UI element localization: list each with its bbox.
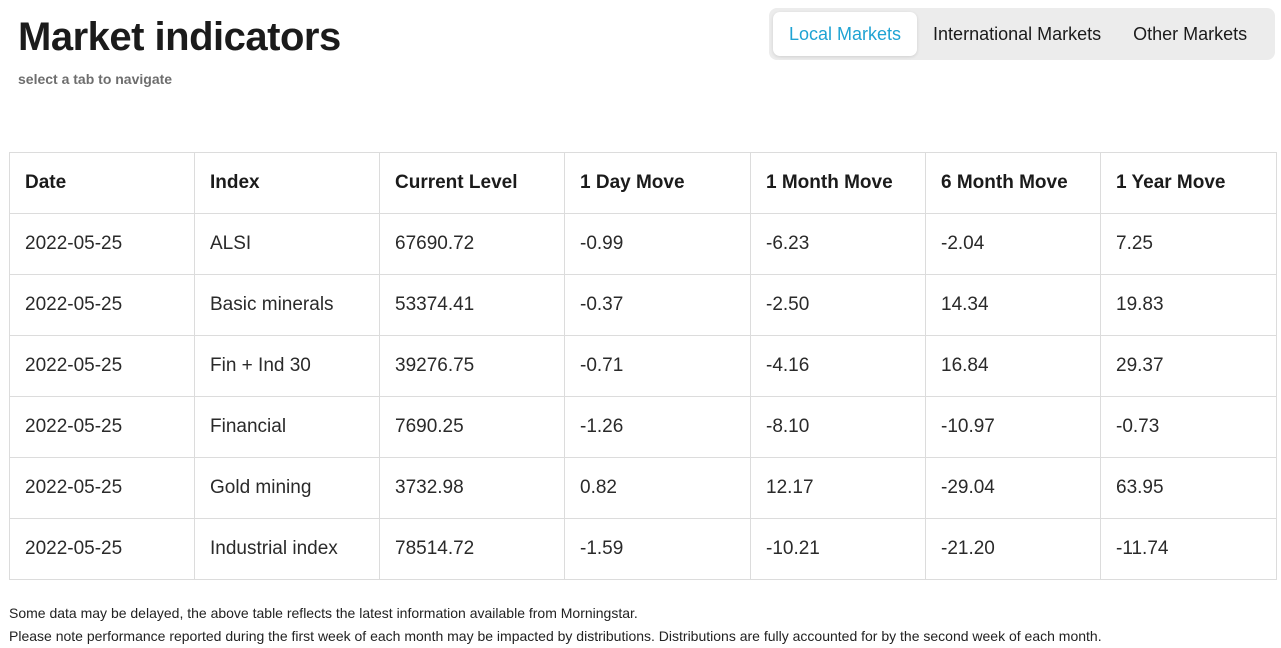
table-row: 2022-05-25 Fin + Ind 30 39276.75 -0.71 -… bbox=[9, 335, 1277, 397]
cell-index: Industrial index bbox=[194, 518, 380, 580]
cell-1-year-move: 63.95 bbox=[1100, 457, 1277, 519]
delay-disclaimer: Some data may be delayed, the above tabl… bbox=[9, 605, 638, 621]
table-row: 2022-05-25 Gold mining 3732.98 0.82 12.1… bbox=[9, 457, 1277, 519]
market-indicators-table: Date Index Current Level 1 Day Move 1 Mo… bbox=[9, 152, 1277, 580]
cell-1-month-move: -6.23 bbox=[750, 213, 926, 275]
cell-1-year-move: -0.73 bbox=[1100, 396, 1277, 458]
cell-1-year-move: -11.74 bbox=[1100, 518, 1277, 580]
table-row: 2022-05-25 Industrial index 78514.72 -1.… bbox=[9, 518, 1277, 580]
cell-index: Gold mining bbox=[194, 457, 380, 519]
distribution-disclaimer: Please note performance reported during … bbox=[9, 628, 1102, 644]
market-tabs: Local Markets International Markets Othe… bbox=[769, 8, 1275, 60]
cell-current-level: 78514.72 bbox=[379, 518, 565, 580]
tab-other-markets[interactable]: Other Markets bbox=[1133, 24, 1248, 44]
cell-current-level: 67690.72 bbox=[379, 213, 565, 275]
cell-index: Financial bbox=[194, 396, 380, 458]
cell-date: 2022-05-25 bbox=[9, 518, 195, 580]
column-header-current-level: Current Level bbox=[379, 152, 565, 214]
page-subtitle: select a tab to navigate bbox=[18, 71, 173, 87]
cell-date: 2022-05-25 bbox=[9, 274, 195, 336]
column-header-1-year-move: 1 Year Move bbox=[1100, 152, 1277, 214]
cell-6-month-move: -2.04 bbox=[925, 213, 1101, 275]
cell-1-day-move: -1.26 bbox=[564, 396, 751, 458]
table-header-row: Date Index Current Level 1 Day Move 1 Mo… bbox=[9, 152, 1277, 214]
cell-1-year-move: 19.83 bbox=[1100, 274, 1277, 336]
table-row: 2022-05-25 Basic minerals 53374.41 -0.37… bbox=[9, 274, 1277, 336]
cell-1-day-move: 0.82 bbox=[564, 457, 751, 519]
cell-1-month-move: -2.50 bbox=[750, 274, 926, 336]
column-header-date: Date bbox=[9, 152, 195, 214]
cell-1-day-move: -0.99 bbox=[564, 213, 751, 275]
cell-1-year-move: 29.37 bbox=[1100, 335, 1277, 397]
tab-local-markets[interactable]: Local Markets bbox=[773, 12, 918, 56]
cell-current-level: 3732.98 bbox=[379, 457, 565, 519]
cell-current-level: 7690.25 bbox=[379, 396, 565, 458]
cell-current-level: 53374.41 bbox=[379, 274, 565, 336]
cell-date: 2022-05-25 bbox=[9, 335, 195, 397]
cell-1-month-move: -8.10 bbox=[750, 396, 926, 458]
cell-index: Basic minerals bbox=[194, 274, 380, 336]
cell-1-day-move: -0.71 bbox=[564, 335, 751, 397]
table-row: 2022-05-25 Financial 7690.25 -1.26 -8.10… bbox=[9, 396, 1277, 458]
footnotes: Some data may be delayed, the above tabl… bbox=[9, 602, 1102, 648]
cell-6-month-move: -10.97 bbox=[925, 396, 1101, 458]
table-row: 2022-05-25 ALSI 67690.72 -0.99 -6.23 -2.… bbox=[9, 213, 1277, 275]
column-header-1-day-move: 1 Day Move bbox=[564, 152, 751, 214]
cell-index: ALSI bbox=[194, 213, 380, 275]
column-header-index: Index bbox=[194, 152, 380, 214]
column-header-1-month-move: 1 Month Move bbox=[750, 152, 926, 214]
cell-1-month-move: -4.16 bbox=[750, 335, 926, 397]
page-title: Market indicators bbox=[18, 15, 341, 59]
cell-6-month-move: 14.34 bbox=[925, 274, 1101, 336]
column-header-6-month-move: 6 Month Move bbox=[925, 152, 1101, 214]
cell-date: 2022-05-25 bbox=[9, 213, 195, 275]
cell-current-level: 39276.75 bbox=[379, 335, 565, 397]
cell-1-month-move: 12.17 bbox=[750, 457, 926, 519]
cell-1-day-move: -1.59 bbox=[564, 518, 751, 580]
tab-international-markets[interactable]: International Markets bbox=[933, 24, 1102, 44]
cell-date: 2022-05-25 bbox=[9, 396, 195, 458]
cell-1-year-move: 7.25 bbox=[1100, 213, 1277, 275]
cell-6-month-move: -21.20 bbox=[925, 518, 1101, 580]
cell-1-month-move: -10.21 bbox=[750, 518, 926, 580]
cell-6-month-move: 16.84 bbox=[925, 335, 1101, 397]
cell-6-month-move: -29.04 bbox=[925, 457, 1101, 519]
cell-1-day-move: -0.37 bbox=[564, 274, 751, 336]
cell-date: 2022-05-25 bbox=[9, 457, 195, 519]
cell-index: Fin + Ind 30 bbox=[194, 335, 380, 397]
